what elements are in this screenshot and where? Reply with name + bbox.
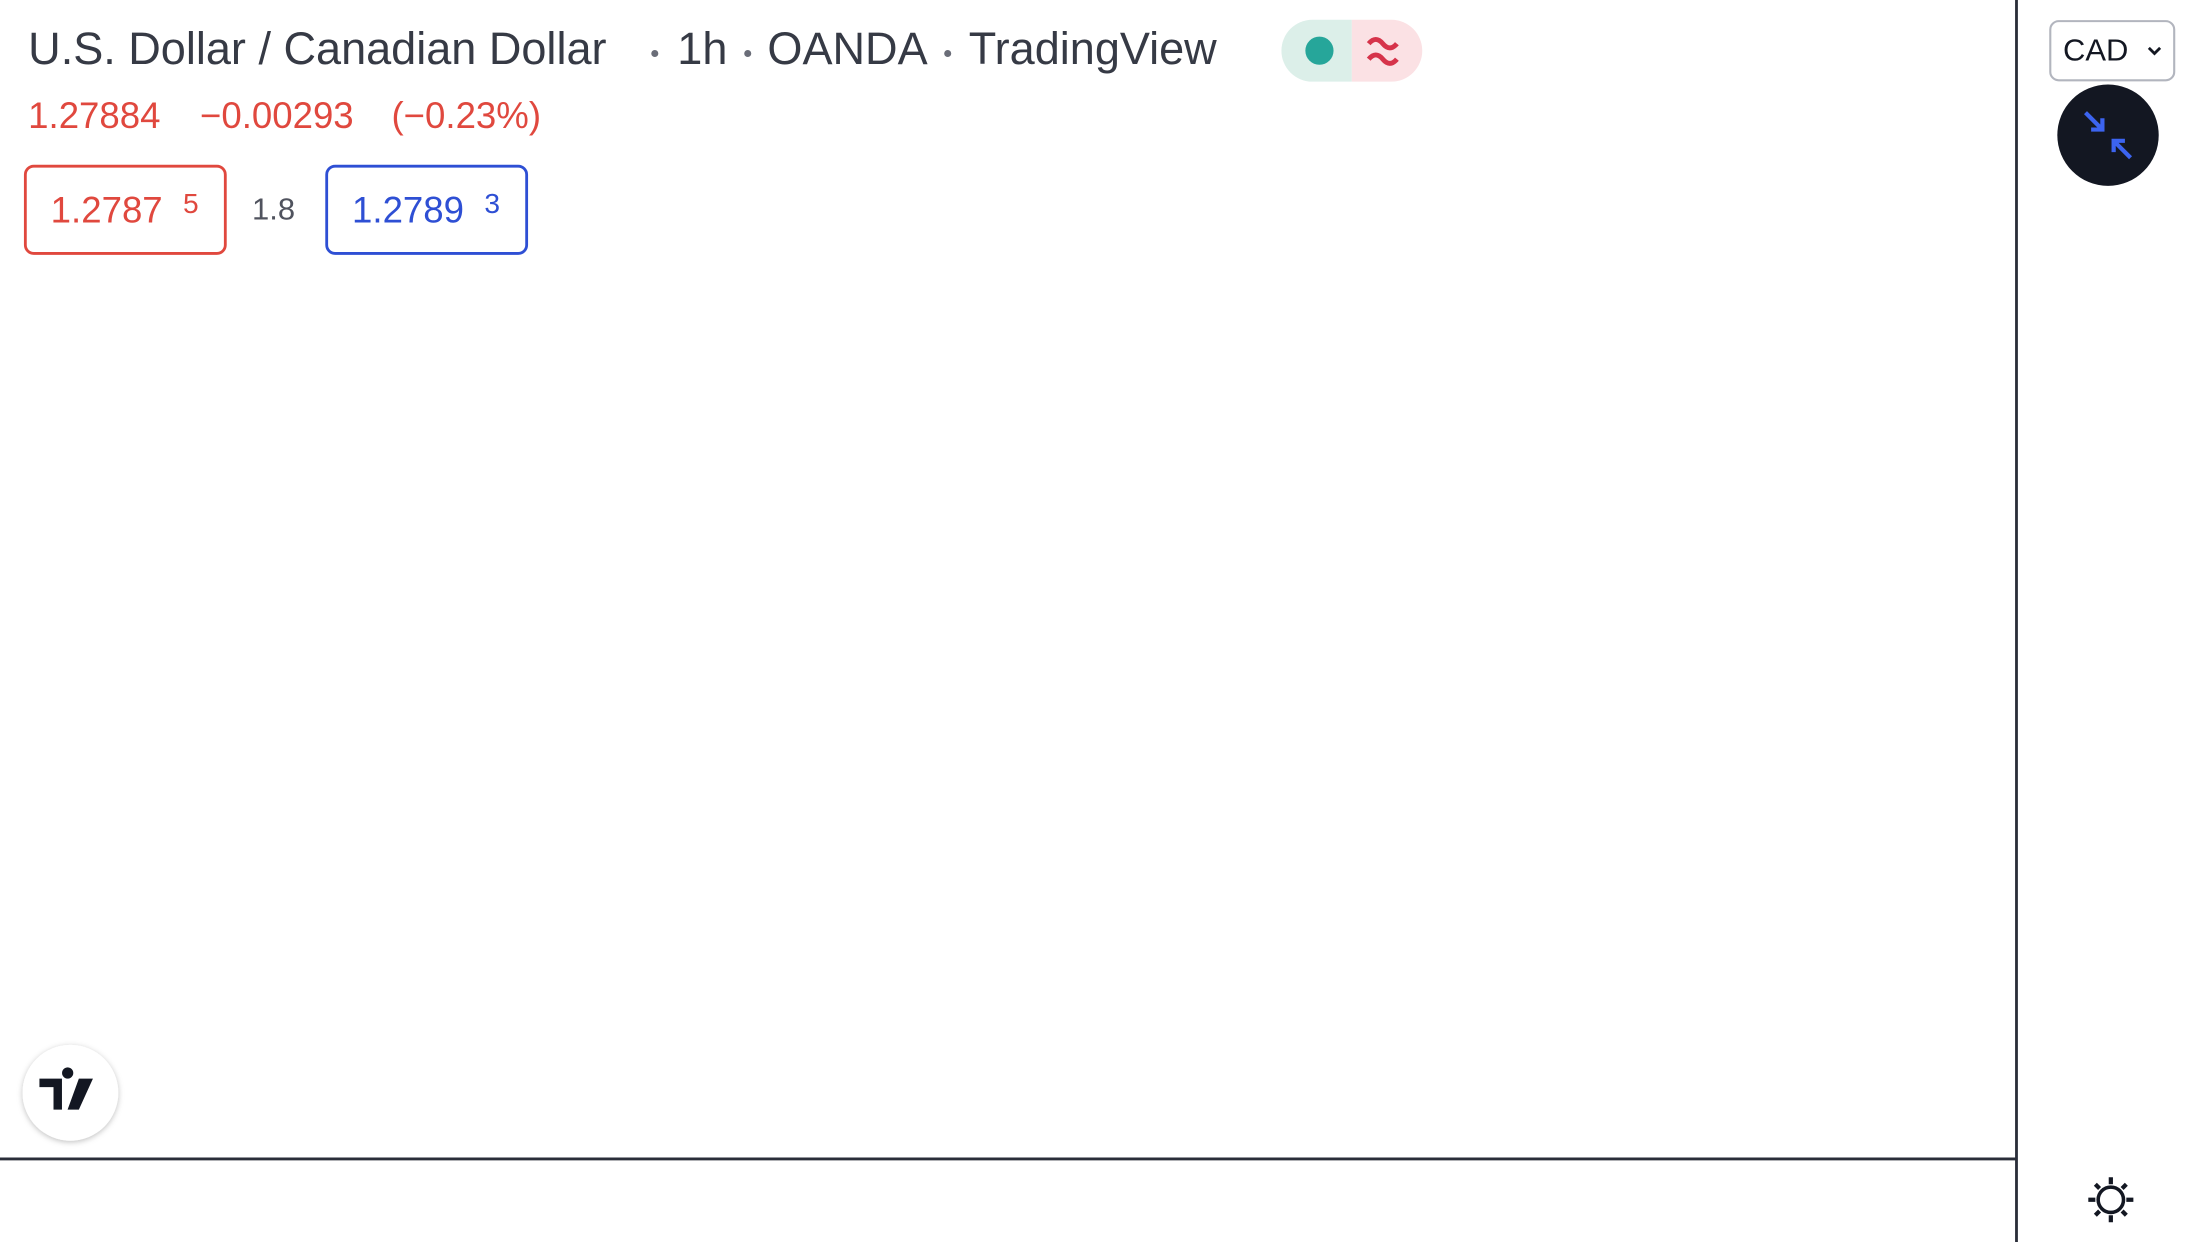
price-change-pct: (−0.23%) bbox=[391, 95, 541, 136]
brand: TradingView bbox=[969, 23, 1217, 74]
bid-pipette: 5 bbox=[183, 188, 199, 219]
ask-price: 1.2789 bbox=[352, 189, 464, 230]
separator bbox=[744, 49, 752, 58]
bid-price: 1.2787 bbox=[51, 189, 163, 230]
buy-button[interactable]: 1.2789 3 bbox=[325, 164, 529, 255]
interval: 1h bbox=[677, 23, 727, 74]
currency: CAD bbox=[2063, 32, 2128, 67]
separator bbox=[651, 49, 659, 58]
currency-select[interactable]: CAD bbox=[2049, 20, 2176, 82]
symbol-title: U.S. Dollar / Canadian Dollar bbox=[28, 23, 606, 74]
separator bbox=[944, 49, 952, 58]
last-price: 1.27884 bbox=[28, 95, 160, 136]
market-status[interactable] bbox=[1281, 19, 1423, 82]
spread: 1.8 bbox=[252, 191, 295, 226]
ask-pipette: 3 bbox=[484, 188, 500, 219]
sell-button[interactable]: 1.2787 5 bbox=[23, 164, 227, 255]
exchange: OANDA bbox=[767, 23, 927, 74]
price-change: −0.00293 bbox=[200, 95, 354, 136]
tv-logo[interactable] bbox=[22, 1044, 119, 1141]
fullscreen-button[interactable] bbox=[2057, 84, 2159, 186]
